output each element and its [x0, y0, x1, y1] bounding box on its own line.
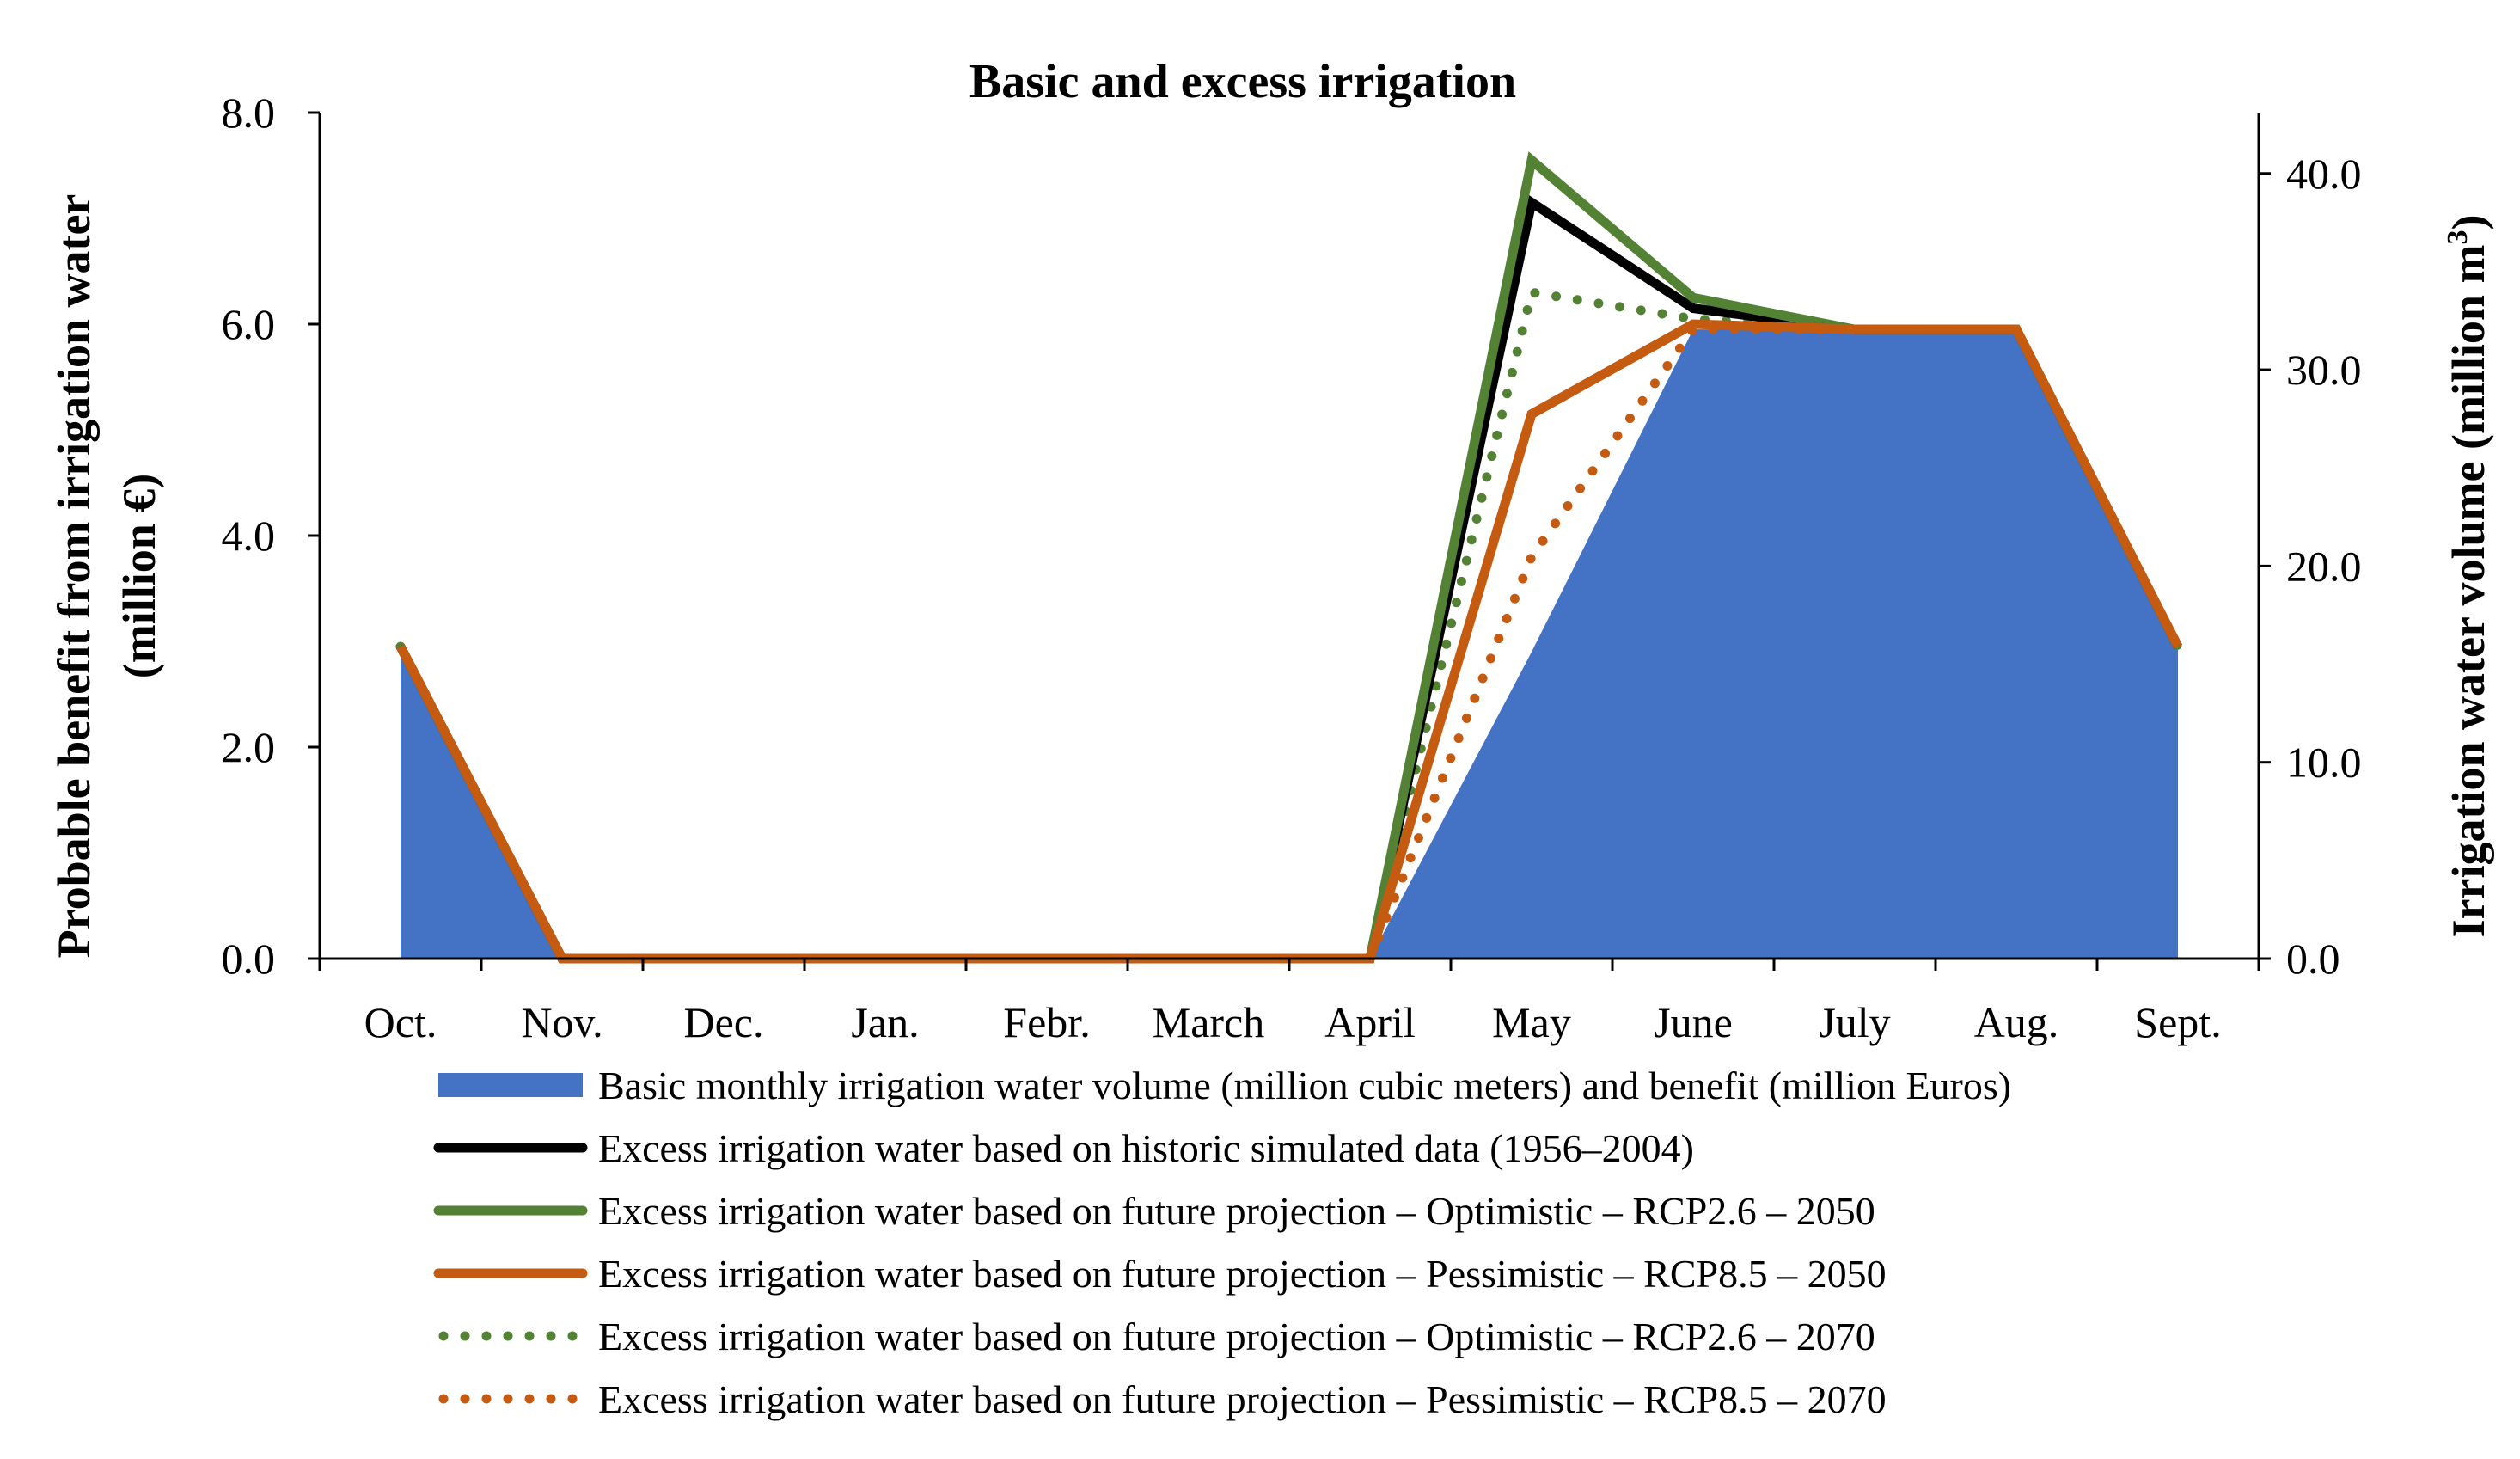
x-tick-label: April	[1324, 998, 1416, 1046]
right-axis-ticks: 0.0 10.0 20.0 30.0 40.0	[2259, 150, 2362, 983]
left-tick-label: 0.0	[222, 935, 276, 983]
x-tick-label: Febr.	[1003, 998, 1090, 1046]
left-tick-label: 6.0	[222, 300, 276, 348]
right-axis-title-main: Irrigation water volume (million m	[2443, 245, 2494, 938]
x-tick-label: Oct.	[364, 998, 437, 1046]
legend-item-basic: Basic monthly irrigation water volume (m…	[438, 1064, 2011, 1107]
legend: Basic monthly irrigation water volume (m…	[433, 1064, 2011, 1421]
legend-label: Excess irrigation water based on future …	[598, 1252, 1887, 1296]
x-tick-label: Nov.	[521, 998, 602, 1046]
left-axis-title-line1: Probable benefit from irrigation water	[48, 194, 100, 959]
left-tick-label: 8.0	[222, 89, 276, 137]
x-tick-label: June	[1654, 998, 1733, 1046]
left-tick-label: 2.0	[222, 723, 276, 771]
legend-item-historic: Excess irrigation water based on histori…	[433, 1126, 1694, 1170]
legend-item-optimistic-2070: Excess irrigation water based on future …	[438, 1315, 1875, 1358]
legend-label: Basic monthly irrigation water volume (m…	[598, 1064, 2011, 1107]
series-area-basic	[401, 329, 2178, 959]
right-axis-title-sup: 3	[2442, 230, 2474, 245]
left-axis-ticks: 0.0 2.0 4.0 6.0 8.0	[222, 89, 320, 983]
legend-label: Excess irrigation water based on future …	[598, 1377, 1887, 1421]
x-tick-label: Dec.	[684, 998, 764, 1046]
right-tick-label: 20.0	[2286, 542, 2362, 590]
legend-item-optimistic-2050: Excess irrigation water based on future …	[433, 1189, 1875, 1233]
right-axis-title-close: )	[2443, 215, 2494, 230]
right-tick-label: 40.0	[2286, 150, 2362, 198]
x-tick-label: Sept.	[2134, 998, 2221, 1046]
left-axis-title-line2: (million €)	[113, 474, 165, 679]
x-tick-label: March	[1153, 998, 1265, 1046]
x-tick-label: May	[1492, 998, 1571, 1046]
right-tick-label: 10.0	[2286, 739, 2362, 787]
legend-swatch	[438, 1073, 583, 1097]
x-axis-ticks: Oct. Nov. Dec. Jan. Febr. March April May June Ju…	[318, 959, 2260, 1046]
area-layer	[401, 329, 2178, 959]
right-tick-label: 0.0	[2286, 935, 2340, 983]
x-tick-label: Jan.	[851, 998, 919, 1046]
left-tick-label: 4.0	[222, 512, 276, 560]
legend-label: Excess irrigation water based on histori…	[598, 1126, 1694, 1170]
legend-label: Excess irrigation water based on future …	[598, 1315, 1875, 1358]
right-axis-title: Irrigation water volume (million m3)	[2442, 215, 2494, 938]
chart-title: Basic and excess irrigation	[969, 55, 1516, 108]
x-tick-label: July	[1819, 998, 1890, 1046]
legend-label: Excess irrigation water based on future …	[598, 1189, 1875, 1233]
x-tick-label: Aug.	[1974, 998, 2059, 1046]
legend-item-pessimistic-2070: Excess irrigation water based on future …	[438, 1377, 1887, 1421]
right-tick-label: 30.0	[2286, 346, 2362, 394]
legend-item-pessimistic-2050: Excess irrigation water based on future …	[433, 1252, 1887, 1296]
